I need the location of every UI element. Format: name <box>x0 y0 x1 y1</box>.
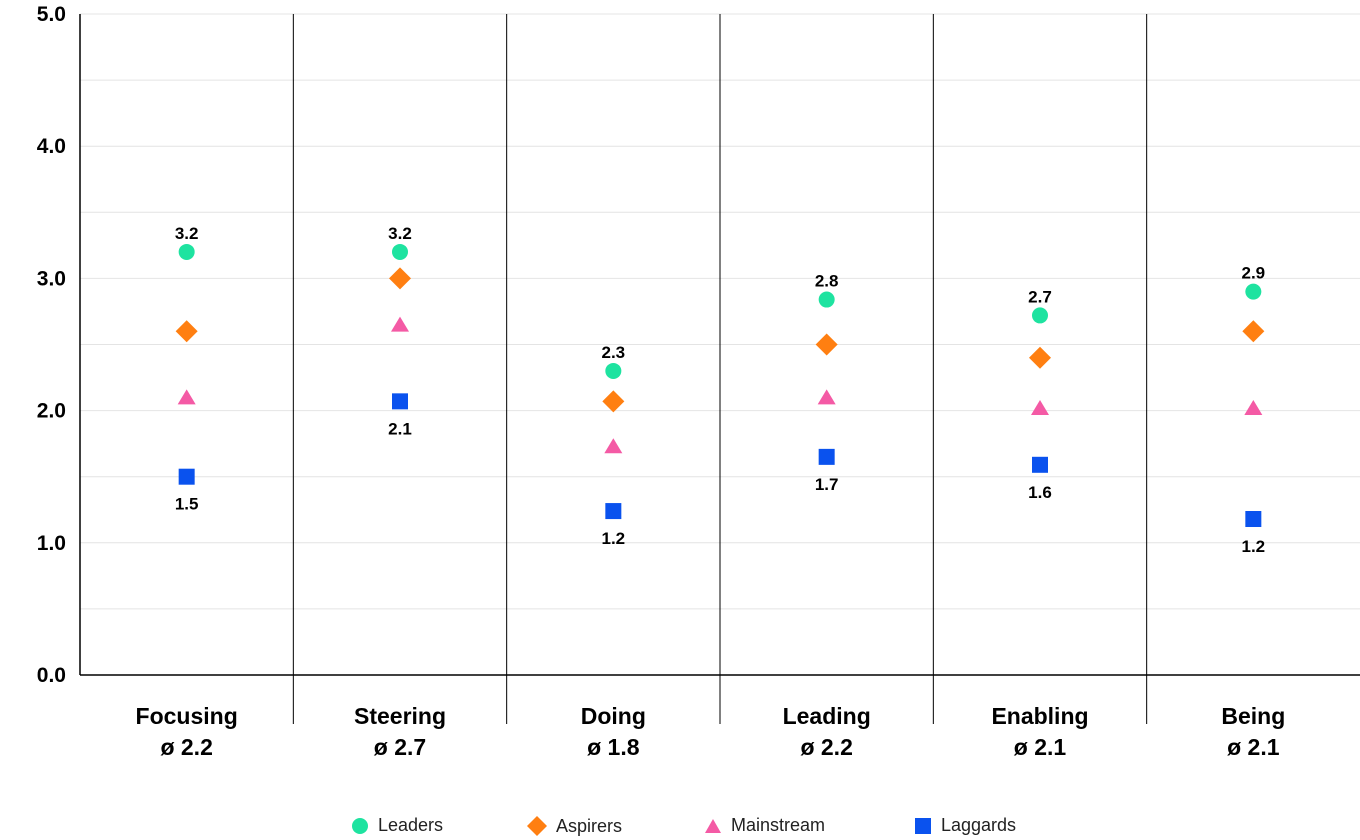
legend-label: Laggards <box>941 815 1017 835</box>
data-label: 1.2 <box>1242 537 1266 556</box>
data-point-diamond <box>1029 346 1051 369</box>
category-average-label: ø 2.1 <box>1227 734 1280 760</box>
category-average-label: ø 2.2 <box>800 734 852 760</box>
category-label: Focusing <box>136 703 238 729</box>
square-marker-icon <box>915 817 931 834</box>
category-label: Doing <box>581 703 646 729</box>
category-label: Being <box>1221 703 1285 729</box>
data-point-diamond <box>175 320 198 343</box>
scatter-chart: 0.0 1.0 2.0 3.0 4.0 5.0 Focusing ø 2.2 Steering ø… <box>37 3 1360 760</box>
legend-label: Mainstream <box>731 815 826 835</box>
data-label: 1.6 <box>1028 483 1052 502</box>
y-tick-label: 2.0 <box>37 400 66 423</box>
y-tick-label: 5.0 <box>37 3 66 26</box>
data-point-triangle <box>1031 399 1049 415</box>
category-label: Enabling <box>991 703 1088 729</box>
data-point-triangle <box>177 389 196 405</box>
y-tick-label: 1.0 <box>37 532 66 555</box>
data-point-diamond <box>815 333 838 356</box>
data-point-square <box>392 393 408 410</box>
data-point-circle <box>1245 283 1262 300</box>
data-point-diamond <box>1242 320 1265 343</box>
data-point-square <box>605 503 622 520</box>
category-average-label: ø 2.7 <box>374 734 426 760</box>
data-point-triangle <box>817 389 836 405</box>
data-point-square <box>1032 456 1048 473</box>
data-label: 3.2 <box>175 224 199 243</box>
data-point-triangle <box>391 316 409 332</box>
data-label: 2.7 <box>1028 287 1052 306</box>
data-label: 2.1 <box>388 419 412 438</box>
legend-item-laggards: Laggards <box>913 815 1016 836</box>
data-label: 1.2 <box>602 529 626 548</box>
data-point-circle <box>818 291 835 308</box>
data-point-circle <box>392 243 408 260</box>
data-point-circle <box>178 243 195 260</box>
data-point-square <box>818 448 835 465</box>
data-label: 2.3 <box>602 343 626 362</box>
category-average-label: ø 1.8 <box>587 734 640 760</box>
data-point-diamond <box>389 267 411 290</box>
data-label: 1.5 <box>175 495 199 514</box>
category-label: Leading <box>783 703 871 729</box>
data-point-diamond <box>602 390 625 413</box>
data-label: 1.7 <box>815 475 839 494</box>
category-average-label: ø 2.1 <box>1014 734 1067 760</box>
data-point-circle <box>1032 307 1048 324</box>
y-tick-label: 0.0 <box>37 664 66 687</box>
data-label: 2.9 <box>1242 264 1266 283</box>
legend-item-leaders: Leaders <box>350 815 443 836</box>
data-point-square <box>1245 511 1262 528</box>
diamond-marker-icon <box>527 816 547 836</box>
triangle-marker-icon <box>705 818 721 833</box>
legend-label: Aspirers <box>556 815 623 836</box>
y-tick-label: 3.0 <box>37 267 66 290</box>
y-tick-label: 4.0 <box>37 135 66 158</box>
data-point-circle <box>605 362 622 379</box>
data-label: 2.8 <box>815 272 839 291</box>
legend-label: Leaders <box>378 815 444 835</box>
category-label: Steering <box>354 703 446 729</box>
data-label: 3.2 <box>388 224 412 243</box>
circle-marker-icon <box>352 817 368 834</box>
category-average-label: ø 2.2 <box>160 734 212 760</box>
chart-legend: Leaders Aspirers Mainstream Laggards <box>0 815 1360 839</box>
legend-item-mainstream: Mainstream <box>703 815 825 836</box>
data-point-triangle <box>604 438 623 454</box>
data-point-triangle <box>1244 399 1263 415</box>
data-point-square <box>178 468 195 485</box>
legend-item-aspirers: Aspirers <box>526 815 622 837</box>
